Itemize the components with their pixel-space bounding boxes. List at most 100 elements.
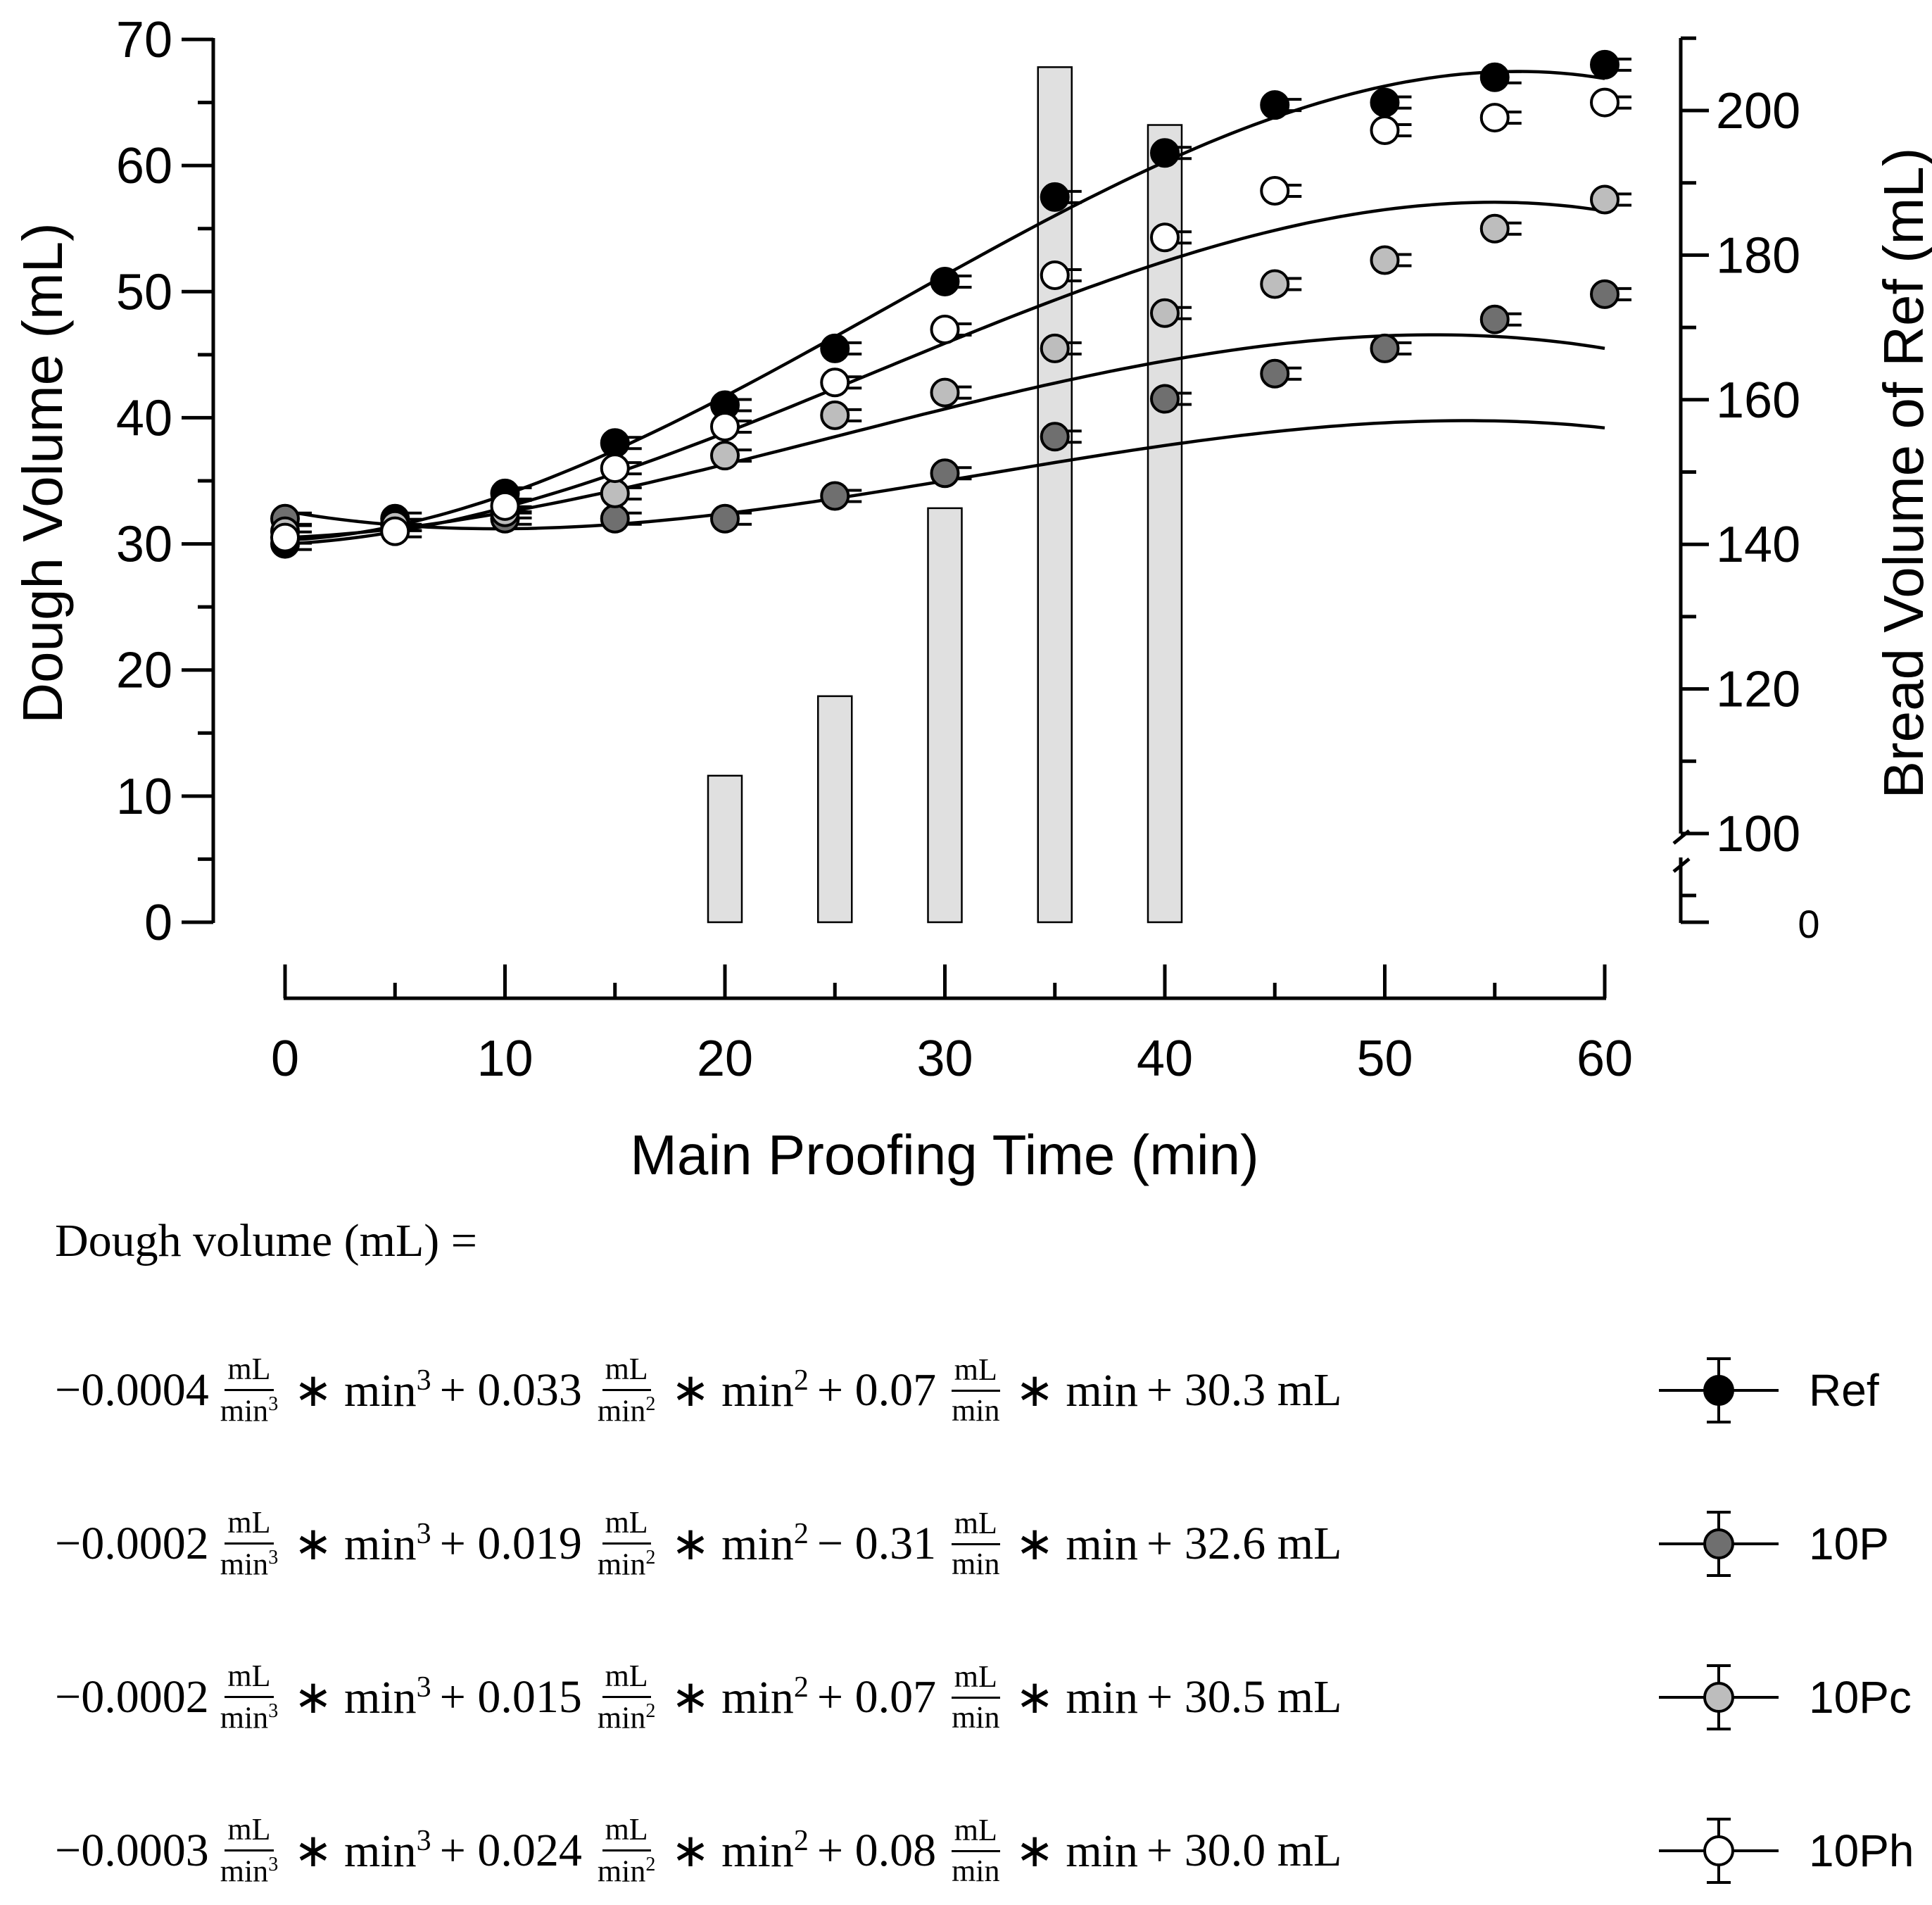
data-point <box>1040 422 1070 452</box>
y-tick-label: 30 <box>116 517 172 573</box>
exponent: 2 <box>793 1671 809 1704</box>
equation-row-10p: −0.0002 mL min3 ∗ min3 + 0.019 mL min2 ∗ min2− … <box>55 1491 1346 1597</box>
y-axis-label: Dough Volume (mL) <box>11 222 74 723</box>
variable-term: ∗ min <box>1015 1365 1139 1416</box>
unit-fraction: mL min3 <box>217 1507 281 1580</box>
data-point <box>930 266 960 296</box>
unit-fraction: mL min <box>949 1814 1002 1887</box>
equation-row-ref: −0.0004 mL min3 ∗ min3 + 0.033 mL min2 ∗ min2 + … <box>55 1338 1346 1443</box>
y-tick-label: 20 <box>116 643 172 699</box>
variable-term: ∗ min <box>1015 1825 1139 1877</box>
y2-tick-label: 100 <box>1716 806 1800 862</box>
data-point <box>1370 87 1400 118</box>
data-point <box>1590 279 1620 309</box>
unit-numerator: mL <box>225 1660 274 1698</box>
variable-term: ∗ min <box>1015 1672 1139 1723</box>
legend-marker-circle <box>1703 1375 1734 1406</box>
unit-fraction: mL min <box>949 1661 1002 1733</box>
unit-denominator: min3 <box>220 1699 279 1735</box>
coefficient: −0.0002 <box>55 1518 209 1569</box>
data-point <box>1260 269 1290 299</box>
constant: + 30.0 mL <box>1147 1825 1342 1876</box>
unit-fraction: mL min2 <box>595 1813 658 1887</box>
unit-numerator: mL <box>225 1507 274 1545</box>
unit-fraction: mL min <box>949 1354 1002 1426</box>
exponent: 2 <box>645 1853 656 1875</box>
y-tick-label: 50 <box>116 264 172 320</box>
exponent: 3 <box>268 1546 279 1568</box>
x-tick-label: 10 <box>476 1031 533 1087</box>
fit-curve-10pc <box>284 333 1605 539</box>
constant: + 30.5 mL <box>1147 1671 1342 1723</box>
legend-item-10ph: 10Ph <box>1658 1798 1925 1904</box>
exponent: 3 <box>416 1518 431 1550</box>
unit-denominator: min <box>952 1853 1000 1888</box>
unit-numerator: mL <box>602 1660 651 1698</box>
unit-denominator: min <box>952 1546 1000 1581</box>
unit-denominator: min2 <box>597 1546 656 1582</box>
x-axis-label: Main Proofing Time (min) <box>630 1124 1259 1186</box>
y2-axis-break <box>1672 857 1691 873</box>
legend-marker-circle <box>1703 1528 1734 1559</box>
equation-header: Dough volume (mL) = <box>55 1215 477 1266</box>
y2-axis-label: Bread Volume of Ref (mL) <box>1872 148 1932 799</box>
data-point <box>490 491 520 521</box>
data-point <box>600 428 630 458</box>
unit-fraction: mL min2 <box>595 1353 658 1427</box>
unit-numerator: mL <box>951 1507 1000 1545</box>
unit-fraction: mL min3 <box>217 1353 281 1427</box>
data-point <box>1260 175 1290 206</box>
data-point <box>1479 62 1510 92</box>
unit-numerator: mL <box>951 1354 1000 1392</box>
y-tick-label: 10 <box>116 769 172 825</box>
equation-row-10pc: −0.0002 mL min3 ∗ min3 + 0.015 mL min2 ∗ min2 + … <box>55 1645 1346 1750</box>
data-point <box>1370 333 1400 363</box>
y-tick-label: 70 <box>116 12 172 68</box>
exponent: 2 <box>645 1392 656 1415</box>
data-point <box>1260 358 1290 389</box>
data-point <box>1590 184 1620 215</box>
variable-term: ∗ min2 <box>671 1364 809 1416</box>
unit-fraction: mL min3 <box>217 1813 281 1887</box>
variable-term: ∗ min <box>1015 1519 1139 1570</box>
legend-marker <box>1659 1357 1779 1423</box>
coefficient: + 0.08 <box>816 1825 937 1876</box>
coefficient: + 0.015 <box>439 1671 582 1723</box>
legend-label: 10Ph <box>1809 1825 1914 1876</box>
unit-denominator: min <box>952 1699 1000 1735</box>
unit-denominator: min3 <box>220 1392 279 1428</box>
unit-denominator: min <box>952 1392 1000 1428</box>
coefficient: + 0.024 <box>439 1825 582 1876</box>
exponent: 2 <box>645 1699 656 1722</box>
y2-tick-label: 0 <box>1798 902 1819 946</box>
x-tick-label: 50 <box>1356 1031 1413 1087</box>
coefficient: + 0.033 <box>439 1364 582 1416</box>
unit-denominator: min2 <box>597 1392 656 1428</box>
coefficient: + 0.07 <box>816 1671 937 1723</box>
unit-fraction: mL min3 <box>217 1660 281 1734</box>
data-point <box>600 503 630 534</box>
variable-term: ∗ min3 <box>293 1825 431 1877</box>
coefficient: −0.0003 <box>55 1825 209 1876</box>
legend-marker-circle <box>1703 1835 1734 1866</box>
legend-marker <box>1659 1664 1779 1730</box>
series-ref <box>270 49 1631 559</box>
data-point <box>600 453 630 484</box>
exponent: 3 <box>268 1392 279 1415</box>
bar <box>817 695 853 924</box>
y-tick-label: 40 <box>116 390 172 446</box>
unit-denominator: min2 <box>597 1853 656 1889</box>
exponent: 3 <box>268 1853 279 1875</box>
bar <box>707 774 743 924</box>
variable-term: ∗ min3 <box>293 1518 431 1570</box>
data-point <box>600 478 630 508</box>
legend-marker <box>1659 1818 1779 1884</box>
data-point <box>1150 138 1180 168</box>
data-point <box>1150 222 1180 253</box>
data-point <box>710 411 740 441</box>
coefficient: − 0.31 <box>816 1518 937 1569</box>
x-tick-label: 0 <box>271 1031 299 1087</box>
exponent: 2 <box>793 1825 809 1857</box>
data-point <box>1370 115 1400 145</box>
data-point <box>1590 87 1620 118</box>
